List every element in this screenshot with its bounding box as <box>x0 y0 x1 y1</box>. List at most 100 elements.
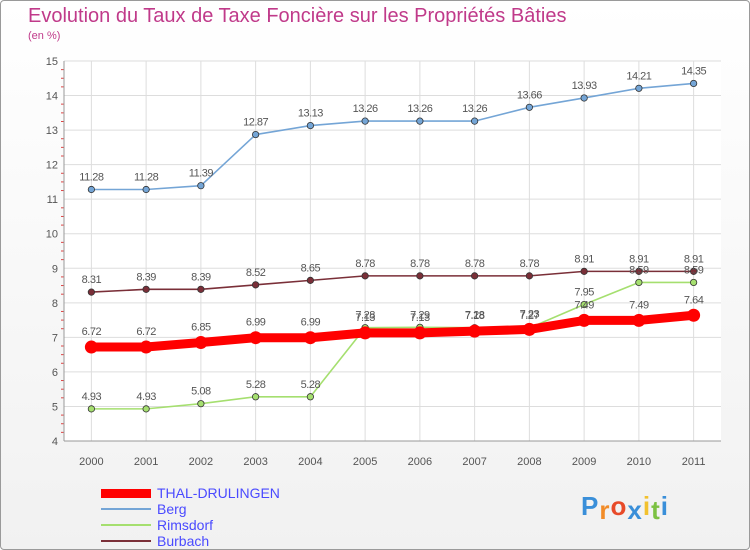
data-point <box>690 267 698 275</box>
data-point <box>87 405 95 413</box>
data-label: 11.28 <box>134 172 159 184</box>
y-tick-label: 14 <box>46 91 58 103</box>
y-tick-label: 13 <box>46 125 58 137</box>
data-label: 8.91 <box>684 253 704 265</box>
chart-title: Evolution du Taux de Taxe Foncière sur l… <box>28 5 567 27</box>
data-label: 12.87 <box>243 117 268 129</box>
data-point <box>361 117 369 125</box>
proxiti-logo: Proxiti <box>581 491 669 525</box>
data-label: 6.72 <box>82 326 102 338</box>
data-point <box>413 326 427 340</box>
legend-label: Burbach <box>157 533 210 549</box>
data-point <box>416 117 424 125</box>
data-point <box>471 117 479 125</box>
data-label: 4.93 <box>82 391 102 403</box>
data-point <box>303 331 317 345</box>
data-point <box>468 324 482 338</box>
data-label: 8.78 <box>520 258 540 270</box>
data-point <box>471 272 479 280</box>
data-point <box>197 285 205 293</box>
data-point <box>142 405 150 413</box>
data-label: 5.08 <box>191 386 211 398</box>
data-point <box>525 272 533 280</box>
data-label: 6.85 <box>191 322 211 334</box>
data-label: 8.59 <box>629 264 649 276</box>
x-tick-label: 2006 <box>408 456 432 468</box>
data-label: 13.66 <box>517 89 542 101</box>
data-point <box>306 122 314 130</box>
data-point <box>87 288 95 296</box>
data-label: 5.28 <box>246 379 266 391</box>
data-label: 7.29 <box>410 309 430 321</box>
data-label: 7.49 <box>629 299 649 311</box>
x-tick-label: 2011 <box>682 456 706 468</box>
data-point <box>635 278 643 287</box>
data-point <box>687 308 701 322</box>
data-label: 7.95 <box>574 287 594 299</box>
x-tick-label: 2007 <box>462 456 486 468</box>
data-label: 8.52 <box>246 267 266 279</box>
y-tick-label: 11 <box>47 194 58 206</box>
data-label: 8.39 <box>136 271 156 283</box>
logo-letter: i <box>660 491 669 521</box>
data-label: 14.35 <box>681 65 706 77</box>
data-point <box>635 267 643 275</box>
logo-letter: r <box>599 495 611 525</box>
series-line-berg <box>90 82 695 191</box>
data-label: 8.65 <box>301 262 321 274</box>
data-point <box>358 326 372 340</box>
legend-label: Rimsdorf <box>157 517 214 533</box>
data-label: 6.99 <box>301 317 321 329</box>
data-label: 7.28 <box>355 310 375 322</box>
y-tick-label: 5 <box>52 401 58 413</box>
data-label: 13.13 <box>298 108 323 120</box>
data-point <box>194 336 208 350</box>
data-point <box>577 313 591 327</box>
data-point <box>306 393 314 401</box>
legend-label: Berg <box>157 501 187 517</box>
data-point <box>87 185 95 194</box>
data-label: 8.39 <box>191 271 211 283</box>
x-tick-label: 2008 <box>517 456 541 468</box>
data-point <box>361 272 369 280</box>
legend-swatch <box>101 488 151 498</box>
data-point <box>197 400 205 408</box>
data-point <box>142 185 150 194</box>
data-label: 7.27 <box>520 310 540 322</box>
data-label: 13.26 <box>353 103 378 115</box>
legend-item: Berg <box>101 501 321 517</box>
data-label: 5.28 <box>301 379 321 391</box>
data-point <box>690 79 698 88</box>
data-label: 8.78 <box>410 258 430 270</box>
data-point <box>690 278 698 287</box>
data-label: 8.91 <box>629 253 649 265</box>
y-tick-label: 15 <box>46 56 58 68</box>
data-point <box>580 267 588 275</box>
data-label: 13.26 <box>462 103 487 115</box>
data-label: 7.23 <box>520 308 540 320</box>
data-point <box>416 272 424 280</box>
data-label: 13.26 <box>407 103 432 115</box>
x-tick-label: 2001 <box>134 456 158 468</box>
data-point <box>306 276 314 284</box>
data-label: 8.78 <box>355 258 375 270</box>
plot-area <box>64 61 721 441</box>
chart-legend: THAL-DRULINGEN Berg Rimsdorf Burbach <box>101 485 321 549</box>
x-tick-label: 2004 <box>298 456 322 468</box>
logo-letter: x <box>627 495 643 525</box>
series-line-burbach <box>90 270 695 293</box>
data-label: 14.21 <box>626 70 651 82</box>
data-label: 7.49 <box>574 299 594 311</box>
data-label: 6.99 <box>246 317 266 329</box>
logo-letter: o <box>610 491 628 521</box>
y-tick-label: 4 <box>52 436 58 448</box>
x-tick-label: 2000 <box>79 456 103 468</box>
y-tick-label: 6 <box>52 367 58 379</box>
data-point <box>635 84 643 92</box>
data-label: 8.78 <box>465 258 485 270</box>
legend-item: Rimsdorf <box>101 517 321 533</box>
series-line-thal-drulingen <box>86 310 699 352</box>
data-label: 7.28 <box>465 310 485 322</box>
